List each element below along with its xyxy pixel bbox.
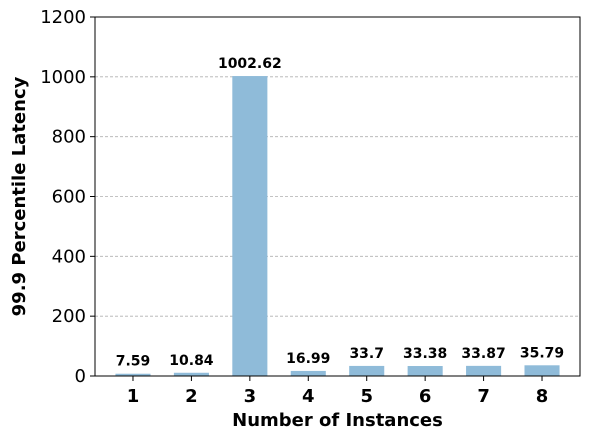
x-tick-label: 5 [360,386,373,407]
y-tick-label: 600 [52,187,86,208]
bar [232,76,268,377]
y-tick-label: 1200 [40,7,86,28]
bar-value-label: 35.79 [520,345,564,361]
bar [173,372,209,376]
y-axis-title: 99.9 Percentile Latency [9,76,30,316]
bar-value-label: 33.7 [349,346,384,362]
bar-value-label: 33.38 [403,346,447,362]
y-tick-label: 400 [52,246,86,267]
bar-value-label: 1002.62 [218,56,282,72]
bar-value-label: 7.59 [116,354,151,370]
bar [407,366,443,376]
x-tick-label: 3 [244,386,257,407]
bar-value-label: 33.87 [461,346,505,362]
x-tick-label: 7 [477,386,490,407]
bar [290,370,326,376]
x-axis: 1 2 3 4 5 6 7 8 [127,376,549,407]
x-tick-label: 8 [536,386,549,407]
bar [466,365,502,376]
bars-layer [115,76,560,377]
grid-layer [95,76,580,317]
y-tick-label: 1000 [40,67,86,88]
data-labels-layer: 7.59 10.84 1002.62 16.99 33.7 33.38 33.87 35.79 [116,56,564,370]
bar-value-label: 10.84 [169,353,214,369]
bar [349,365,385,376]
bar [115,373,151,376]
bar-value-label: 16.99 [286,351,330,367]
x-tick-label: 6 [419,386,432,407]
y-tick-label: 800 [52,127,86,148]
y-axis: 0 200 400 600 800 1000 1200 [40,7,95,387]
bar [524,365,560,376]
y-tick-label: 0 [75,366,86,387]
x-tick-label: 2 [185,386,198,407]
y-tick-label: 200 [52,306,86,327]
x-tick-label: 1 [127,386,140,407]
x-axis-title: Number of Instances [232,410,443,431]
x-tick-label: 4 [302,386,315,407]
